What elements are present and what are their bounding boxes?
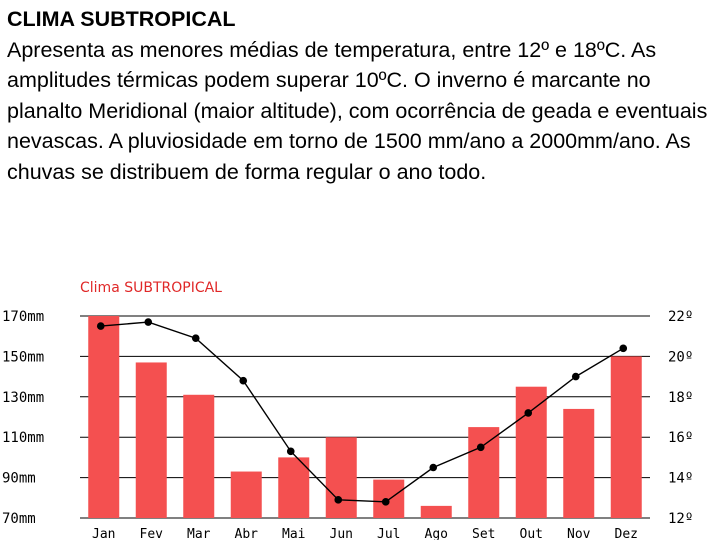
text-block: CLIMA SUBTROPICAL Apresenta as menores m… <box>7 4 717 187</box>
right-tick-label: 16º <box>668 430 693 446</box>
precip-bar-nov <box>563 408 595 518</box>
temp-point-mar <box>191 334 200 343</box>
x-tick-label: Mai <box>282 527 305 540</box>
right-tick-label: 18º <box>668 390 693 406</box>
temp-point-jan <box>96 322 105 330</box>
temp-point-ago <box>429 463 438 472</box>
x-tick-label: Ago <box>425 527 448 540</box>
temperature-line <box>96 318 628 506</box>
precip-bar-mar <box>183 394 215 518</box>
temp-point-set <box>476 443 485 452</box>
x-tick-label: Jun <box>330 527 353 540</box>
temp-point-jun <box>334 496 343 504</box>
temp-point-dez <box>619 344 628 353</box>
temp-point-jul <box>381 498 390 506</box>
precip-bar-jun <box>325 437 357 518</box>
left-tick-label: 170mm <box>2 309 44 325</box>
left-tick-label: 90mm <box>2 471 36 487</box>
left-tick-label: 70mm <box>2 511 36 527</box>
temp-point-fev <box>144 318 153 326</box>
x-tick-label: Nov <box>567 527 591 540</box>
precip-bar-ago <box>420 505 452 518</box>
x-tick-label: Out <box>520 527 543 540</box>
right-tick-label: 20º <box>668 349 693 365</box>
left-tick-label: 130mm <box>2 390 44 406</box>
temp-point-nov <box>571 372 580 381</box>
temp-point-mai <box>286 447 295 456</box>
temp-point-out <box>524 409 533 417</box>
paragraph: Apresenta as menores médias de temperatu… <box>7 37 708 184</box>
x-tick-label: Mar <box>187 527 211 540</box>
x-tick-label: Dez <box>615 527 638 540</box>
x-tick-label: Set <box>472 527 495 540</box>
right-tick-label: 12º <box>668 511 693 527</box>
precip-bar-fev <box>135 362 167 518</box>
precip-bar-mai <box>278 457 310 518</box>
precipitation-bars <box>88 316 642 518</box>
right-tick-label: 22º <box>668 309 693 325</box>
right-tick-label: 14º <box>668 471 693 487</box>
left-axis: 170mm 150mm 130mm 110mm 90mm 70mm <box>2 309 44 527</box>
precip-bar-set <box>468 427 500 518</box>
temp-point-abr <box>239 376 248 385</box>
precip-bar-abr <box>230 471 262 518</box>
grid <box>80 315 650 519</box>
left-tick-label: 110mm <box>2 430 44 446</box>
x-tick-label: Abr <box>235 527 259 540</box>
precip-bar-jan <box>88 316 120 518</box>
left-tick-label: 150mm <box>2 349 44 365</box>
climate-chart: Clima SUBTROPICAL 170mm 150mm 130mm 110mm 90… <box>2 280 693 540</box>
precip-bar-out <box>515 386 547 518</box>
x-axis: Jan Fev Mar Abr Mai Jun Jul Ago Set Out Nov Dez <box>92 527 638 540</box>
heading: CLIMA SUBTROPICAL <box>7 7 236 31</box>
x-tick-label: Jan <box>92 527 115 540</box>
chart-title: Clima SUBTROPICAL <box>80 280 222 296</box>
right-axis: 22º 20º 18º 16º 14º 12º <box>668 309 693 527</box>
precip-bar-dez <box>610 356 642 518</box>
x-tick-label: Fev <box>140 527 164 540</box>
x-tick-label: Jul <box>377 527 400 540</box>
temperature-path <box>100 321 624 503</box>
